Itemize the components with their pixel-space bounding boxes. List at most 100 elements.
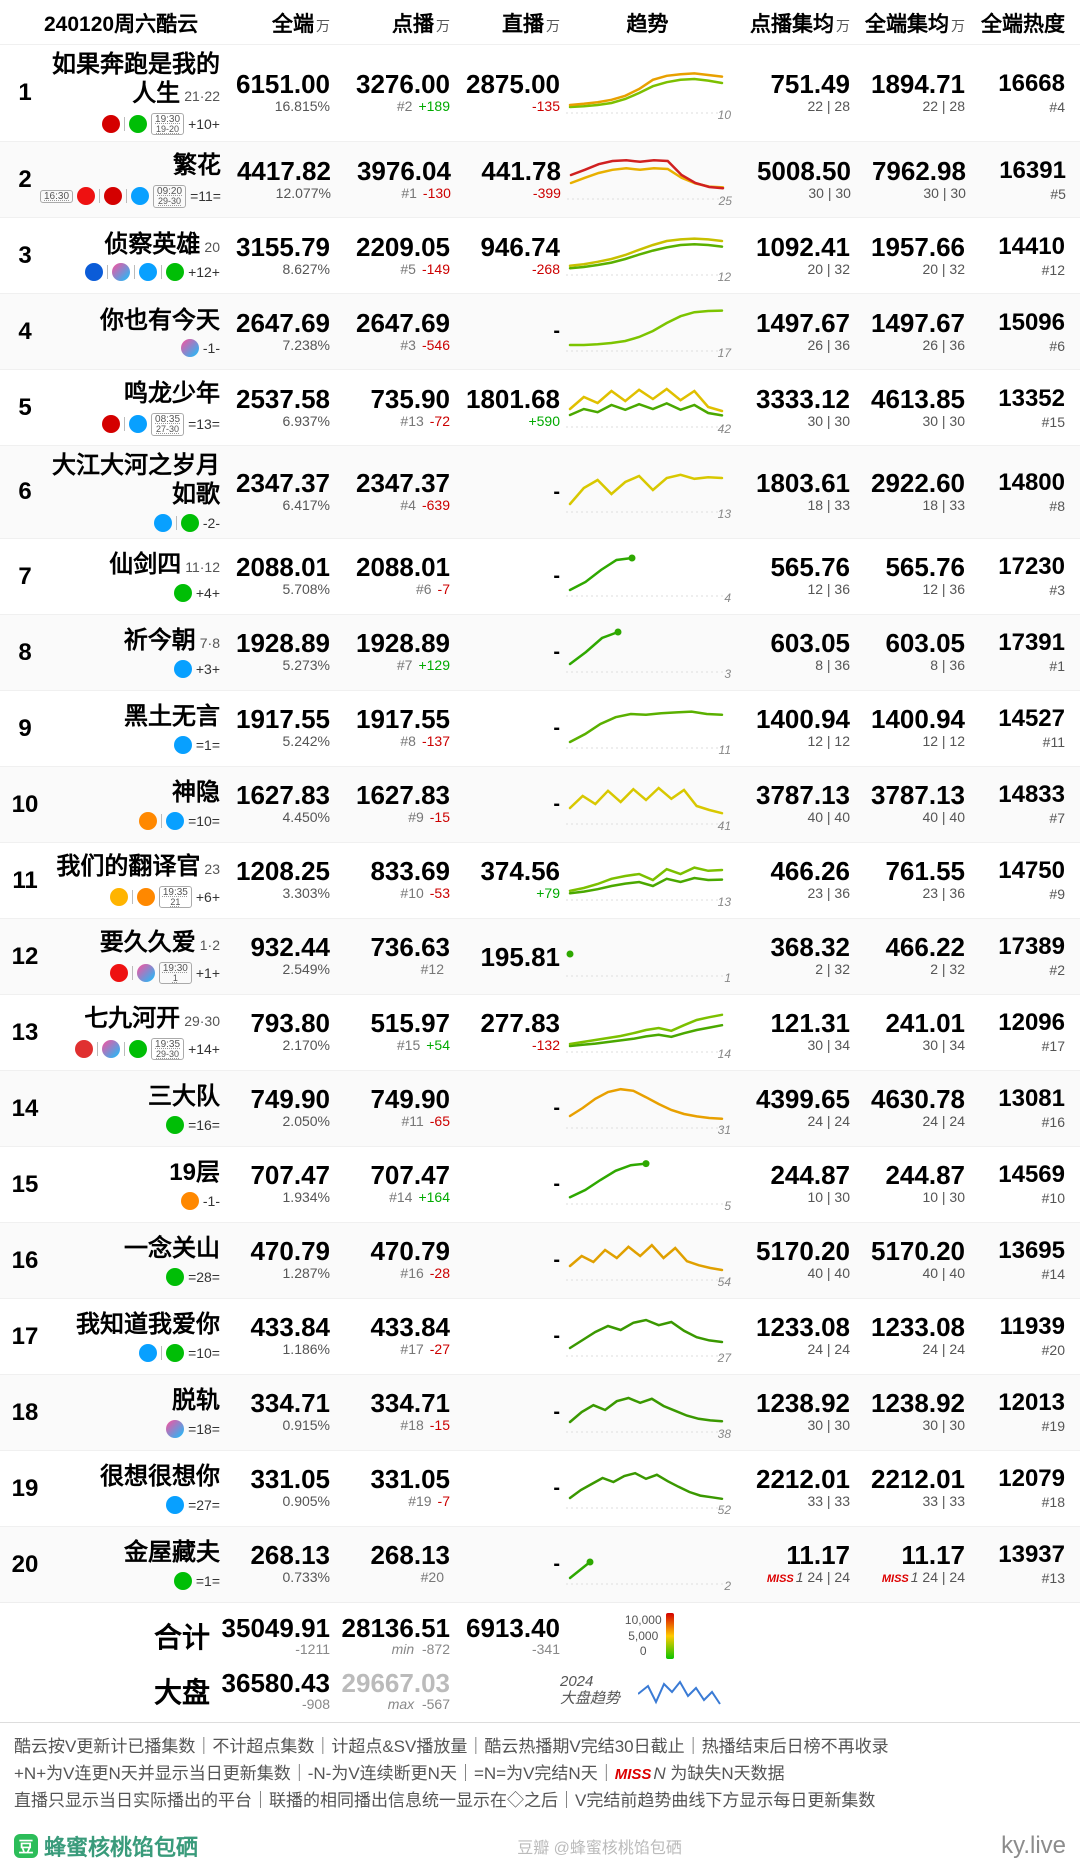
rank-number: 3 <box>10 242 40 270</box>
hunan-icon <box>110 888 128 906</box>
site-link: ky.live <box>1001 1832 1066 1860</box>
cctv-icon <box>102 415 120 433</box>
show-title: 侦察英雄 <box>104 231 200 258</box>
table-row: 7 仙剑四11·12 +4+ 2088.015.708% 2088.01#6-7… <box>0 538 1080 614</box>
live-value: - <box>450 565 560 588</box>
table-row: 17 我知道我爱你 =10= 433.841.186% 433.84#17-27… <box>0 1298 1080 1374</box>
full-value: 4417.8212.077% <box>221 158 331 202</box>
heat-value: 17230#3 <box>965 553 1065 599</box>
title-cell: 脱轨 =18= <box>40 1387 220 1438</box>
table-row: 5 鸣龙少年 08:3527-30=13= 2537.586.937% 735.… <box>0 369 1080 445</box>
rank-number: 17 <box>10 1323 40 1351</box>
title-cell: 你也有今天 -1- <box>40 307 220 358</box>
full-avg: 466.222 | 32 <box>850 934 965 978</box>
vod-avg: 751.4922 | 28 <box>735 71 850 115</box>
show-title: 神隐 <box>172 779 220 806</box>
heat-value: 14410#12 <box>965 233 1065 279</box>
vod-avg: 1092.4120 | 32 <box>735 234 850 278</box>
brand-bar: 豆蜂蜜核桃馅包硒 豆瓣 @蜂蜜核桃馅包硒 ky.live <box>0 1824 1080 1876</box>
sum-vod: 28136.51 <box>330 1615 450 1641</box>
rank-number: 19 <box>10 1475 40 1503</box>
author-handle: 豆瓣 @蜂蜜核桃馅包硒 <box>517 1834 682 1858</box>
title-cell: 七九河开29·30 19:3529-30+14+ <box>40 1005 220 1061</box>
vod-value: 433.84#17-27 <box>330 1314 450 1358</box>
trend-spark: 13 <box>560 466 735 519</box>
heat-value: 14833#7 <box>965 781 1065 827</box>
rank-number: 11 <box>10 867 40 895</box>
full-value: 793.802.170% <box>220 1010 330 1054</box>
full-value: 1208.253.303% <box>220 858 330 902</box>
live-value: - <box>450 717 560 740</box>
table-row: 12 要久久爱1·2 19:301+1+ 932.442.549% 736.63… <box>0 918 1080 994</box>
tenc-icon <box>131 187 149 205</box>
vod-avg: 1233.0824 | 24 <box>735 1314 850 1358</box>
trend-spark: 3 <box>560 626 735 679</box>
vod-avg: 1497.6726 | 36 <box>735 310 850 354</box>
vod-value: 2347.37#4-639 <box>330 470 450 514</box>
hdr-vod: 点播万 <box>330 8 450 38</box>
vod-value: 1928.89#7+129 <box>330 630 450 674</box>
mgtv-icon <box>137 888 155 906</box>
heat-value: 17391#1 <box>965 629 1065 675</box>
full-avg: 565.7612 | 36 <box>850 554 965 598</box>
live-value: - <box>450 320 560 343</box>
tenc-icon <box>139 263 157 281</box>
title-cell: 要久久爱1·2 19:301+1+ <box>40 929 220 985</box>
show-title: 脱轨 <box>172 1387 220 1414</box>
vod-value: 749.90#11-65 <box>330 1086 450 1130</box>
ztv-icon <box>85 263 103 281</box>
totals-market: 大盘 36580.43-908 29667.03max -567 2024大盘趋… <box>0 1670 1080 1722</box>
title-cell: 很想很想你 =27= <box>40 1463 220 1514</box>
vod-value: 331.05#19-7 <box>330 1466 450 1510</box>
live-value: - <box>450 641 560 664</box>
vod-avg: 5008.5030 | 30 <box>736 158 851 202</box>
full-value: 707.471.934% <box>220 1162 330 1206</box>
title-cell: 19层 -1- <box>40 1159 220 1210</box>
vod-value: 736.63#12 <box>330 934 450 978</box>
live-value: 441.78-399 <box>451 158 561 202</box>
live-value: - <box>450 481 560 504</box>
full-value: 331.050.905% <box>220 1466 330 1510</box>
rank-number: 10 <box>10 791 40 819</box>
rank-number: 5 <box>10 394 40 422</box>
heat-value: 14750#9 <box>965 857 1065 903</box>
totals-sum: 合计 35049.91-1211 28136.51min -872 6913.4… <box>0 1602 1080 1670</box>
full-value: 2537.586.937% <box>220 386 330 430</box>
full-value: 2347.376.417% <box>220 470 330 514</box>
tenc-icon <box>154 514 172 532</box>
iqiyi-icon <box>166 1116 184 1134</box>
heat-value: 13081#16 <box>965 1085 1065 1131</box>
vod-avg: 1238.9230 | 30 <box>735 1390 850 1434</box>
full-value: 470.791.287% <box>220 1238 330 1282</box>
show-title: 黑土无言 <box>124 703 220 730</box>
vod-avg: 603.058 | 36 <box>735 630 850 674</box>
trend-spark: 54 <box>560 1234 735 1287</box>
live-value: 374.56+79 <box>450 858 560 902</box>
table-body: 1 如果奔跑是我的人生21·22 19:3019-20+10+ 6151.001… <box>0 44 1080 1602</box>
rank-number: 6 <box>10 478 40 506</box>
heat-value: 12079#18 <box>965 1465 1065 1511</box>
live-value: - <box>450 1173 560 1196</box>
sum-full: 35049.91 <box>220 1615 330 1641</box>
show-title: 鸣龙少年 <box>124 380 220 407</box>
title-cell: 仙剑四11·12 +4+ <box>40 551 220 602</box>
trend-spark: 42 <box>560 381 735 434</box>
tenc-icon <box>174 660 192 678</box>
heat-value: 14569#10 <box>965 1161 1065 1207</box>
show-title: 我们的翻译官 <box>56 853 200 880</box>
market-full: 36580.43 <box>220 1670 330 1696</box>
trend-spark: 38 <box>560 1386 735 1439</box>
show-title: 要久久爱 <box>100 929 196 956</box>
iqiyi-icon <box>129 1040 147 1058</box>
vod-avg: 1803.6118 | 33 <box>735 470 850 514</box>
vod-avg: 121.3130 | 34 <box>735 1010 850 1054</box>
live-value: 2875.00-135 <box>450 71 560 115</box>
full-avg: 244.8710 | 30 <box>850 1162 965 1206</box>
table-row: 13 七九河开29·30 19:3529-30+14+ 793.802.170%… <box>0 994 1080 1070</box>
iqiyi-icon <box>129 115 147 133</box>
vod-avg: 3333.1230 | 30 <box>735 386 850 430</box>
rank-number: 7 <box>10 563 40 591</box>
hdr-vavg: 点播集均万 <box>735 8 850 38</box>
iqiyi-icon <box>181 514 199 532</box>
vod-value: 268.13#20 <box>330 1542 450 1586</box>
